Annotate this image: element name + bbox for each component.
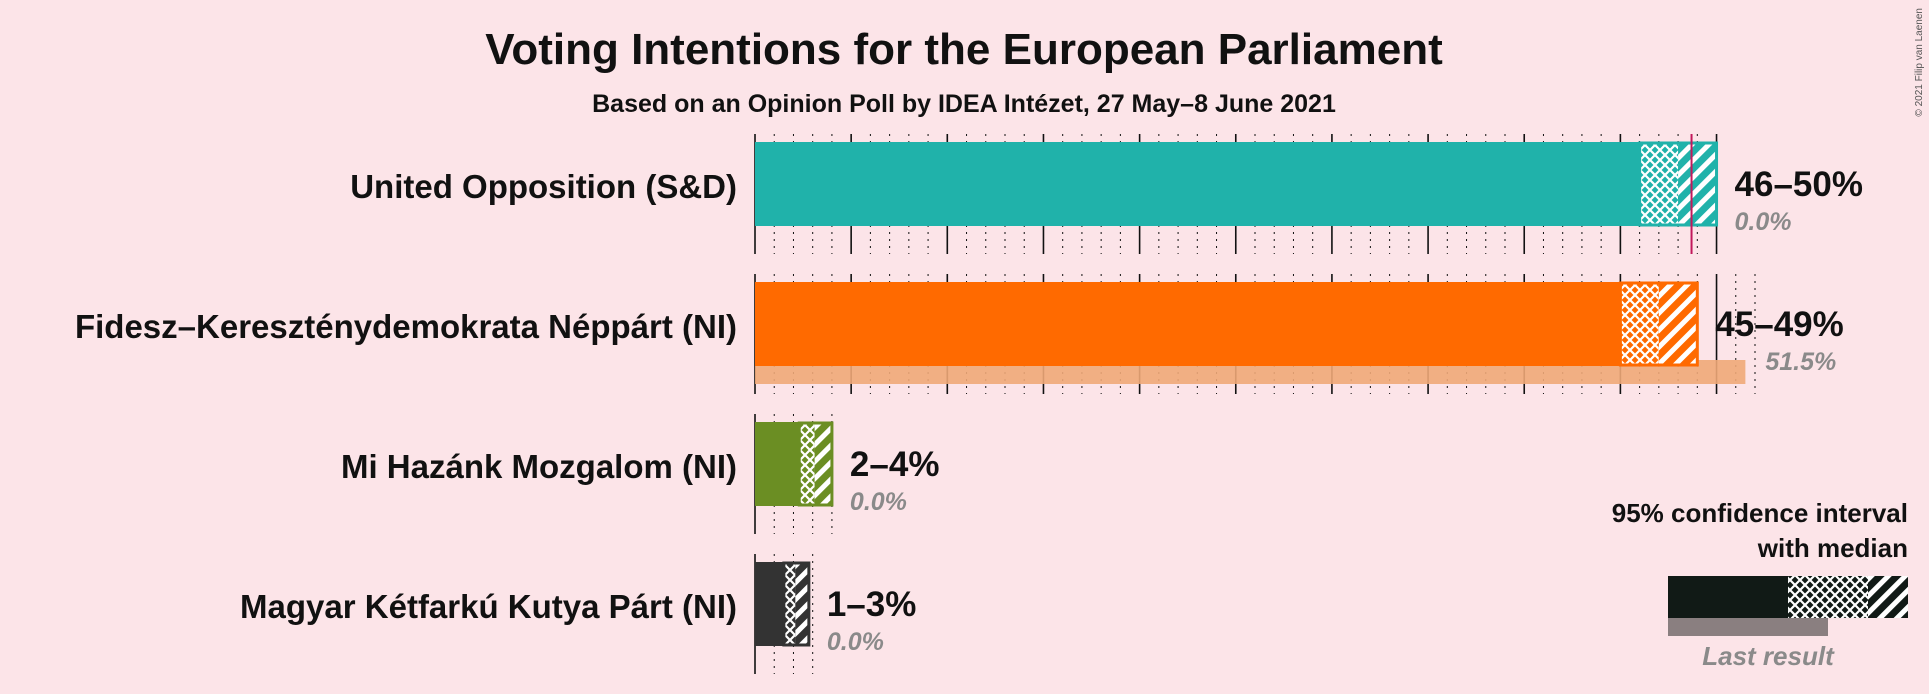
chart-subtitle: Based on an Opinion Poll by IDEA Intézet… bbox=[592, 90, 1336, 118]
legend-hatch-swatch bbox=[1868, 576, 1908, 618]
legend-title-line2: with median bbox=[1757, 533, 1908, 563]
bar-ci-outline bbox=[1618, 281, 1699, 367]
bar-ci-outline bbox=[782, 561, 811, 647]
bar-ci-lower bbox=[783, 562, 796, 646]
last-result-label: 0.0% bbox=[850, 488, 907, 516]
legend-solid-swatch bbox=[1668, 576, 1788, 618]
party-label: Magyar Kétfarkú Kutya Párt (NI) bbox=[240, 588, 737, 625]
bar-ci-upper bbox=[795, 562, 809, 646]
last-result-label: 0.0% bbox=[827, 628, 884, 656]
legend-last-label: Last result bbox=[1702, 641, 1835, 671]
copyright: © 2021 Filip van Laenen bbox=[1914, 8, 1925, 117]
legend: 95% confidence interval with median Last… bbox=[1612, 498, 1908, 671]
legend-last-swatch bbox=[1668, 618, 1828, 636]
last-result-label: 51.5% bbox=[1765, 348, 1836, 376]
bar-ci-lower bbox=[1620, 282, 1659, 366]
range-label: 1–3% bbox=[827, 585, 917, 624]
bar-solid bbox=[755, 562, 784, 646]
party-label: United Opposition (S&D) bbox=[350, 168, 737, 205]
bars bbox=[755, 134, 1746, 647]
bar-solid bbox=[755, 422, 800, 506]
range-label: 2–4% bbox=[850, 445, 940, 484]
bar-ci-outline bbox=[1638, 141, 1719, 227]
bar-ci-upper bbox=[1678, 142, 1717, 226]
bar-ci-upper bbox=[1658, 282, 1698, 366]
bar-solid bbox=[755, 282, 1621, 366]
bar-ci-lower bbox=[799, 422, 815, 506]
last-result-label: 0.0% bbox=[1735, 208, 1792, 236]
bar-ci-outline bbox=[797, 421, 834, 507]
party-label: Fidesz–Kereszténydemokrata Néppárt (NI) bbox=[75, 308, 737, 345]
legend-title-line1: 95% confidence interval bbox=[1612, 498, 1908, 528]
chart-title: Voting Intentions for the European Parli… bbox=[485, 25, 1443, 74]
bar-ci-upper bbox=[814, 422, 832, 506]
labels: United Opposition (S&D) 46–50% 0.0% Fidesz–… bbox=[75, 165, 1863, 656]
legend-cross-swatch bbox=[1788, 576, 1868, 618]
bar-solid bbox=[755, 142, 1640, 226]
party-label: Mi Hazánk Mozgalom (NI) bbox=[341, 448, 737, 485]
bar-ci-lower bbox=[1639, 142, 1679, 226]
range-label: 46–50% bbox=[1735, 165, 1863, 204]
range-label: 45–49% bbox=[1715, 305, 1843, 344]
